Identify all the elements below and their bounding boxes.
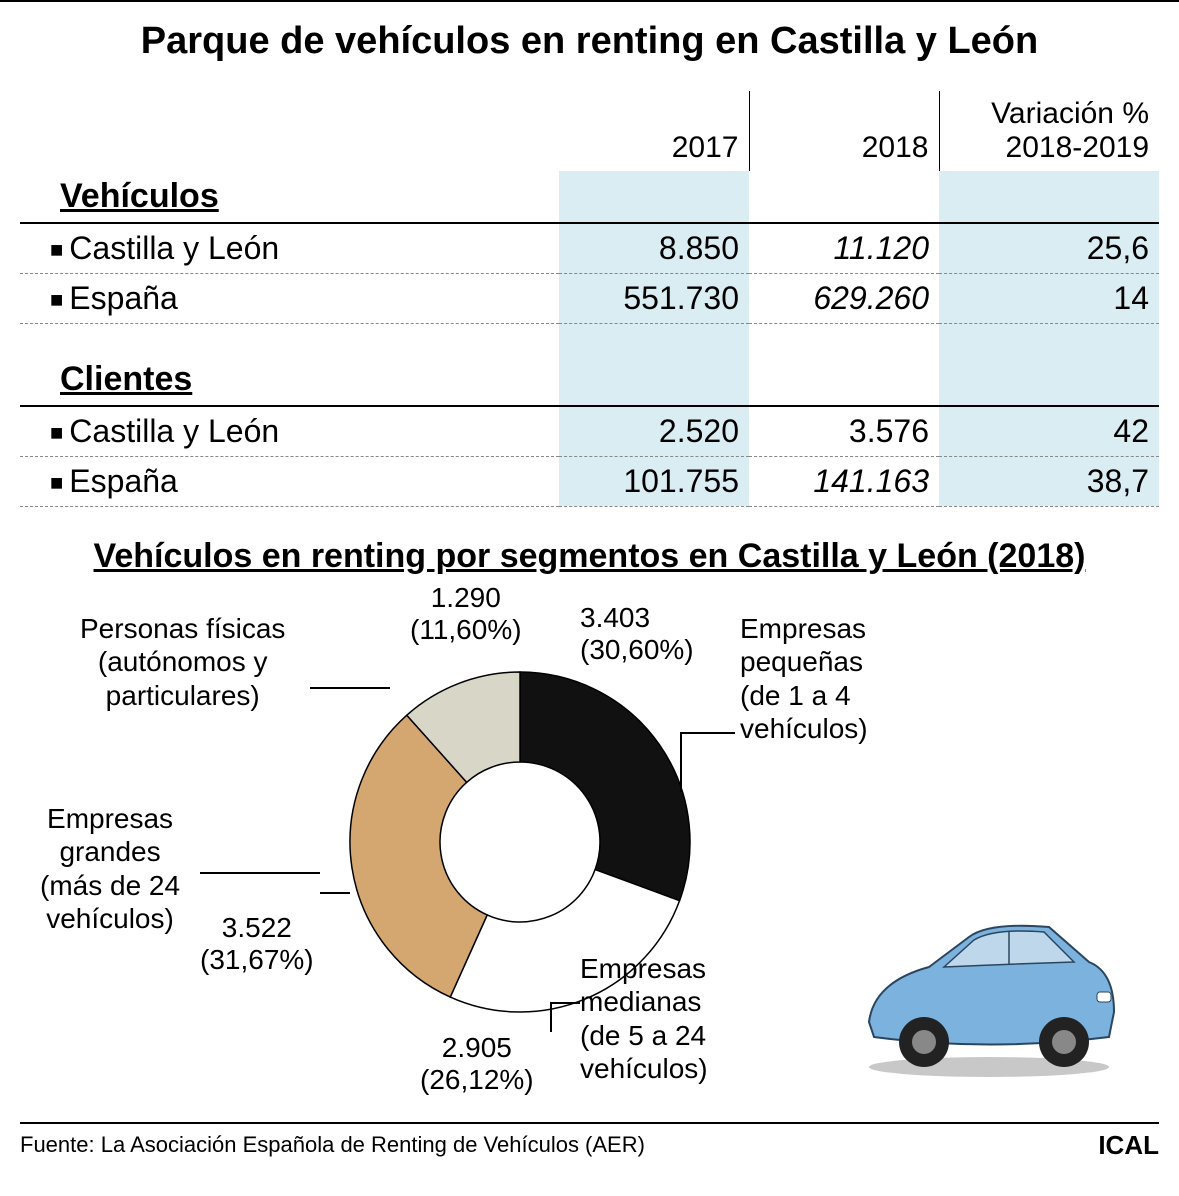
source-text: Fuente: La Asociación Española de Rentin…	[20, 1132, 645, 1158]
leader-line	[550, 1002, 552, 1032]
cell-2018: 11.120	[749, 223, 939, 274]
row-label: España	[50, 280, 178, 316]
col-2017: 2017	[559, 91, 749, 171]
cell-2018: 141.163	[749, 456, 939, 506]
table-row: Castilla y León 2.5203.57642	[20, 406, 1159, 457]
donut-chart-area: 3.403(30,60%) Empresaspequeñas(de 1 a 4v…	[20, 582, 1159, 1122]
data-table: 2017 2018 Variación %2018-2019 Vehículos…	[20, 91, 1159, 507]
col-2018: 2018	[749, 91, 939, 171]
row-label: Castilla y León	[50, 413, 279, 449]
table-row: España 101.755141.16338,7	[20, 456, 1159, 506]
brand-text: ICAL	[1098, 1130, 1159, 1161]
col-variation: Variación %2018-2019	[939, 91, 1159, 171]
cell-2017: 2.520	[559, 406, 749, 457]
subtitle: Vehículos en renting por segmentos en Ca…	[20, 537, 1159, 576]
page-title: Parque de vehículos en renting en Castil…	[20, 20, 1159, 63]
section-label: Vehículos	[20, 171, 559, 223]
car-icon	[849, 912, 1129, 1082]
cell-var: 14	[939, 274, 1159, 324]
leader-line	[680, 732, 735, 734]
leader-line	[550, 1002, 580, 1004]
seg-val-2: 3.522(31,67%)	[200, 912, 314, 976]
seg-label-3: Personas físicas(autónomos yparticulares…	[80, 612, 285, 713]
seg-val-3: 1.290(11,60%)	[410, 582, 522, 646]
cell-2017: 551.730	[559, 274, 749, 324]
seg-label-1: Empresasmedianas(de 5 a 24vehículos)	[580, 952, 708, 1086]
cell-2018: 629.260	[749, 274, 939, 324]
seg-val-0: 3.403(30,60%)	[580, 602, 694, 666]
row-label: España	[50, 463, 178, 499]
leader-line	[200, 872, 320, 874]
seg-val-1: 2.905(26,12%)	[420, 1032, 534, 1096]
cell-var: 25,6	[939, 223, 1159, 274]
cell-2018: 3.576	[749, 406, 939, 457]
cell-var: 38,7	[939, 456, 1159, 506]
leader-line	[320, 892, 350, 894]
seg-label-2: Empresasgrandes(más de 24vehículos)	[40, 802, 180, 936]
footer: Fuente: La Asociación Española de Rentin…	[20, 1122, 1159, 1167]
cell-2017: 101.755	[559, 456, 749, 506]
cell-var: 42	[939, 406, 1159, 457]
leader-line	[680, 732, 682, 792]
donut-segment	[520, 672, 690, 901]
row-label: Castilla y León	[50, 230, 279, 266]
seg-label-0: Empresaspequeñas(de 1 a 4vehículos)	[740, 612, 868, 746]
section-label: Clientes	[20, 354, 559, 406]
table-row: España 551.730629.26014	[20, 274, 1159, 324]
cell-2017: 8.850	[559, 223, 749, 274]
leader-line	[310, 687, 390, 689]
table-row: Castilla y León 8.85011.12025,6	[20, 223, 1159, 274]
